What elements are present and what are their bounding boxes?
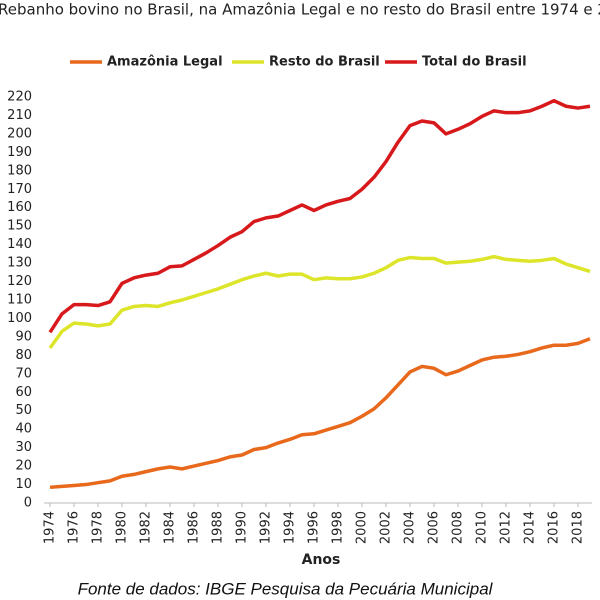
x-tick-label: 2012 — [499, 511, 514, 544]
x-tick-label: 2018 — [571, 511, 586, 544]
x-tick-label: 2002 — [379, 511, 394, 544]
x-tick-label: 1986 — [187, 511, 202, 544]
x-tick-label: 1976 — [67, 511, 82, 544]
legend-label: Total do Brasil — [422, 55, 527, 70]
y-tick-label: 180 — [7, 163, 32, 178]
y-tick-label: 40 — [15, 422, 32, 437]
x-tick-label: 1978 — [91, 511, 106, 544]
legend-label: Resto do Brasil — [269, 55, 380, 70]
x-tick-label: 2016 — [547, 511, 562, 544]
y-tick-label: 90 — [15, 329, 32, 344]
x-tick-label: 1994 — [283, 511, 298, 544]
series-line — [49, 337, 591, 490]
y-tick-label: 20 — [15, 459, 32, 474]
y-tick-label: 210 — [7, 108, 32, 123]
y-tick-label: 80 — [15, 348, 32, 363]
series-line — [48, 254, 591, 350]
x-tick-label: 2008 — [451, 511, 466, 544]
y-tick-label: 50 — [15, 403, 32, 418]
y-tick-label: 70 — [15, 366, 32, 381]
x-tick-label: 1988 — [211, 511, 226, 544]
x-tick-label: 1996 — [307, 511, 322, 544]
y-tick-label: 130 — [7, 256, 32, 271]
chart-title: Rebanho bovino no Brasil, na Amazônia Le… — [0, 1, 600, 19]
x-tick-label: 1984 — [163, 511, 178, 544]
x-tick-label: 1992 — [259, 511, 274, 544]
y-tick-label: 150 — [7, 219, 32, 234]
x-tick-label: 2006 — [427, 511, 442, 544]
y-tick-label: 200 — [7, 126, 32, 141]
x-tick-label: 1990 — [235, 511, 250, 544]
y-tick-label: 140 — [7, 237, 32, 252]
x-tick-label: 2000 — [355, 511, 370, 544]
y-tick-label: 160 — [7, 200, 32, 215]
y-tick-label: 30 — [15, 440, 32, 455]
y-tick-label: 170 — [7, 182, 32, 197]
y-tick-label: 100 — [7, 311, 32, 326]
series-line — [48, 98, 591, 334]
legend-label: Amazônia Legal — [107, 55, 223, 70]
x-tick-label: 2014 — [523, 511, 538, 544]
y-tick-label: 10 — [15, 477, 32, 492]
x-tick-label: 1982 — [139, 511, 154, 544]
y-tick-label: 190 — [7, 145, 32, 160]
y-tick-label: 120 — [7, 274, 32, 289]
x-tick-label: 1980 — [115, 511, 130, 544]
x-tick-label: 2004 — [403, 511, 418, 544]
y-tick-label: 220 — [7, 90, 32, 105]
y-tick-label: 110 — [7, 293, 32, 308]
x-tick-label: 2010 — [475, 511, 490, 544]
y-tick-label: 0 — [24, 496, 32, 511]
y-tick-label: 60 — [15, 385, 32, 400]
x-tick-label: 1974 — [43, 511, 58, 544]
source-note: Fonte de dados: IBGE Pesquisa da Pecuári… — [78, 579, 494, 598]
x-tick-label: 1998 — [331, 511, 346, 544]
x-axis-title: Anos — [302, 552, 341, 568]
